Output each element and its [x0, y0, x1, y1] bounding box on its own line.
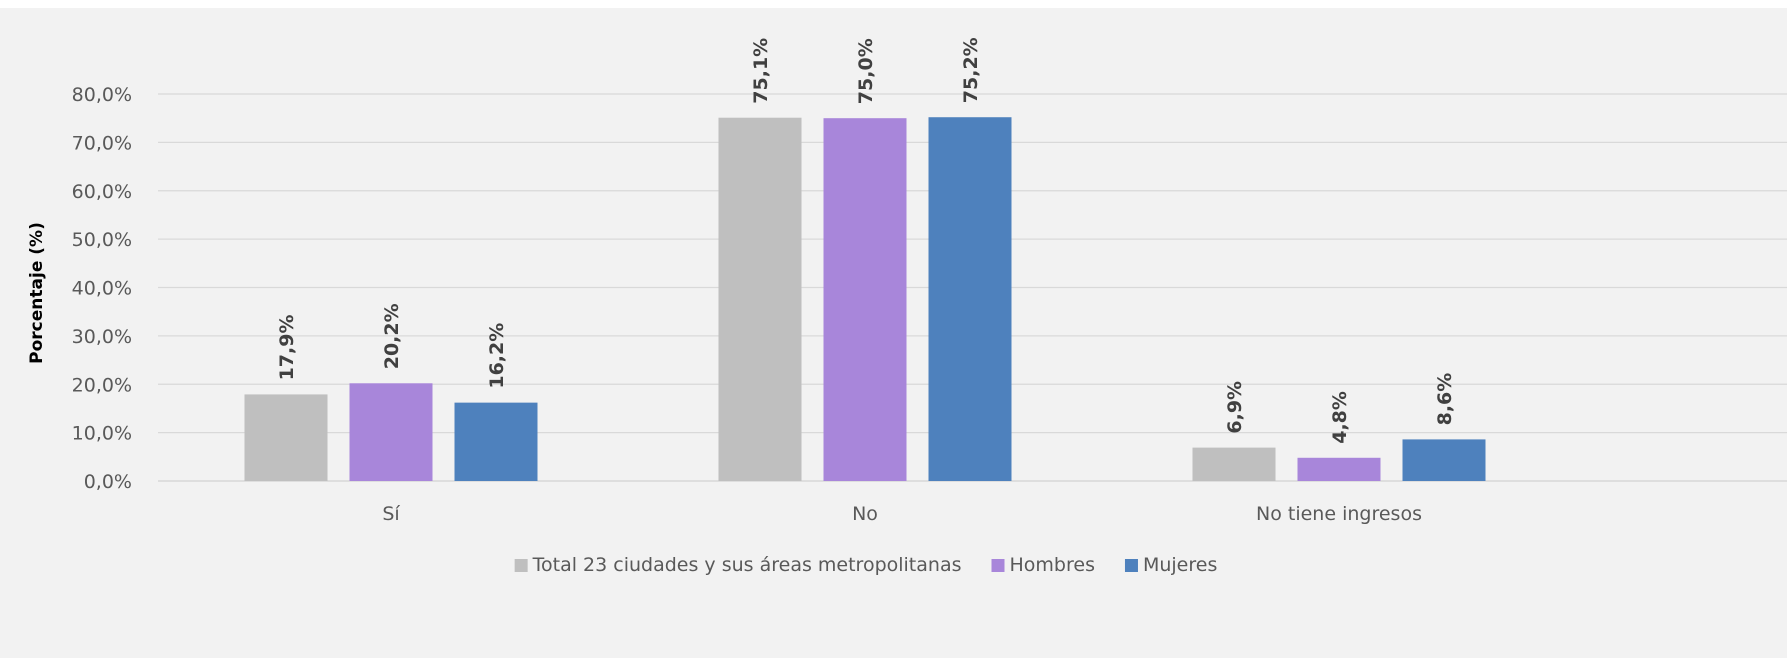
data-labels: 17,9% 20,2% 16,2% 75,1% 75,0% 75,2% 6,9% 4,8% 8,…: [276, 37, 1456, 443]
bar: [454, 402, 538, 481]
x-category-label: Sí: [382, 503, 400, 525]
y-tick-label: 40,0%: [72, 278, 132, 300]
legend-item: Mujeres: [1124, 554, 1217, 576]
bar: [928, 117, 1012, 481]
legend-label: Mujeres: [1143, 554, 1217, 576]
y-tick-label: 20,0%: [72, 374, 132, 396]
legend-item: Total 23 ciudades y sus áreas metropolit…: [514, 554, 962, 576]
data-label: 75,2%: [960, 37, 982, 103]
y-tick-label: 50,0%: [72, 229, 132, 251]
y-tick-label: 60,0%: [72, 181, 132, 203]
legend-swatch: [1124, 559, 1138, 572]
legend-swatch: [514, 559, 528, 572]
bar: [349, 383, 433, 481]
data-label: 4,8%: [1329, 391, 1351, 444]
legend-label: Total 23 ciudades y sus áreas metropolit…: [532, 554, 962, 576]
bar: [1402, 439, 1486, 481]
y-tick-label: 0,0%: [84, 471, 132, 493]
data-label: 6,9%: [1224, 381, 1246, 434]
y-tick-label: 70,0%: [72, 132, 132, 154]
y-tick-label: 80,0%: [72, 84, 132, 106]
bars: [244, 117, 1486, 482]
legend-swatch: [991, 559, 1005, 572]
data-label: 20,2%: [381, 303, 403, 369]
bar: [244, 394, 328, 481]
data-label: 75,1%: [750, 38, 772, 104]
bar: [1297, 457, 1381, 481]
x-category-label: No: [852, 503, 878, 525]
legend-label: Hombres: [1010, 554, 1095, 576]
y-tick-label: 30,0%: [72, 326, 132, 348]
legend-item: Hombres: [991, 554, 1095, 576]
data-label: 17,9%: [276, 314, 298, 380]
data-label: 75,0%: [855, 38, 877, 104]
x-axis-categories: Sí No No tiene ingresos: [382, 503, 1422, 525]
bar: [1192, 447, 1276, 481]
y-axis-ticks: 0,0% 10,0% 20,0% 30,0% 40,0% 50,0% 60,0% 70,0% 8…: [72, 84, 132, 493]
bar: [718, 117, 802, 482]
y-tick-label: 10,0%: [72, 423, 132, 445]
x-category-label: No tiene ingresos: [1256, 503, 1422, 525]
data-label: 8,6%: [1434, 373, 1456, 426]
data-label: 16,2%: [486, 323, 508, 389]
y-axis-title: Porcentaje (%): [27, 222, 47, 364]
legend: Total 23 ciudades y sus áreas metropolit…: [514, 554, 1217, 576]
bar: [823, 118, 907, 481]
